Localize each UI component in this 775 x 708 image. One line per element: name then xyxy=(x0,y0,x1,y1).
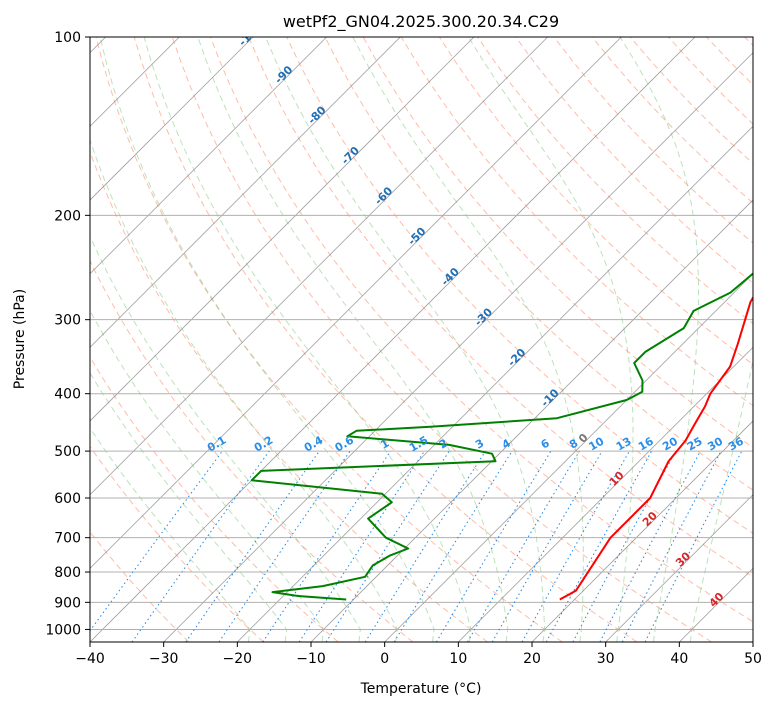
isotherm-line xyxy=(310,199,753,642)
dry-adiabat xyxy=(324,37,753,491)
axis-ticks: −40 −30 −20 −10 0 10 20 30 40 50 100 200 300 400 500 60… xyxy=(45,30,762,667)
isotherm-line xyxy=(90,37,475,422)
x-tick-label: 50 xyxy=(744,651,762,667)
dry-adiabat xyxy=(133,37,638,642)
profiles xyxy=(250,272,753,601)
y-tick-label: 500 xyxy=(54,444,81,460)
mixing-ratio-line xyxy=(393,450,513,642)
isotherm-line xyxy=(237,125,753,642)
y-tick-label: 600 xyxy=(54,491,81,507)
y-tick-label: 300 xyxy=(54,313,81,329)
y-tick-label: 900 xyxy=(54,595,81,611)
temperature-profile xyxy=(559,295,753,601)
mixing-ratio-line xyxy=(467,450,580,642)
isotherm-line xyxy=(90,37,622,569)
isotherm-label: -100 xyxy=(236,20,265,49)
line-labels: 0.10.20.40.611.52346810131620253036-100-… xyxy=(205,20,746,610)
x-tick-label: −30 xyxy=(149,651,179,667)
dry-adiabat xyxy=(286,37,753,534)
moist-adiabat xyxy=(265,37,546,642)
y-tick-label: 1000 xyxy=(45,622,81,638)
moist-adiabat xyxy=(619,37,699,642)
dry-adiabat xyxy=(210,37,753,623)
isotherm-line xyxy=(90,37,548,496)
dry-adiabat xyxy=(248,37,753,578)
y-tick-label: 800 xyxy=(54,565,81,581)
dewpoint-profile xyxy=(250,272,753,601)
isotherm-line xyxy=(90,37,696,642)
x-tick-label: −40 xyxy=(75,651,105,667)
y-tick-label: 400 xyxy=(54,387,81,403)
mixing-ratio-line xyxy=(364,450,486,642)
x-tick-label: 0 xyxy=(380,651,389,667)
mixing-ratio-line xyxy=(435,450,552,642)
dry-adiabat xyxy=(90,259,414,642)
x-tick-label: −10 xyxy=(296,651,326,667)
background-lines xyxy=(90,37,753,642)
dry-adiabat xyxy=(90,445,264,642)
moist-adiabat xyxy=(197,37,509,642)
moist-adiabat xyxy=(143,37,472,642)
y-tick-label: 200 xyxy=(54,208,81,224)
mixing-ratio-line xyxy=(218,450,351,642)
moist-adiabat xyxy=(90,427,251,642)
isotherm-line xyxy=(605,494,753,642)
isotherm-line xyxy=(163,52,753,642)
x-tick-label: 40 xyxy=(670,651,688,667)
chart-title: wetPf2_GN04.2025.300.20.34.C29 xyxy=(283,12,559,32)
x-tick-label: 20 xyxy=(523,651,541,667)
moist-adiabat xyxy=(467,37,634,642)
isotherm-line xyxy=(90,37,327,275)
x-tick-label: 10 xyxy=(449,651,467,667)
moist-adiabat xyxy=(99,37,435,642)
isotherm-line xyxy=(384,273,753,642)
x-axis-label: Temperature (°C) xyxy=(360,681,482,697)
isotherm-line xyxy=(90,37,254,201)
isotherm-line xyxy=(531,420,753,642)
x-tick-label: 30 xyxy=(597,651,615,667)
y-axis-label: Pressure (hPa) xyxy=(12,289,28,389)
dry-adiabat xyxy=(95,37,563,642)
moist-adiabat xyxy=(689,358,753,642)
moist-adiabat xyxy=(352,37,584,642)
mixing-ratio-line xyxy=(185,450,320,642)
y-tick-label: 100 xyxy=(54,30,81,46)
plot-frame xyxy=(89,36,754,643)
y-tick-label: 700 xyxy=(54,531,81,547)
moist-adiabat xyxy=(90,371,288,642)
mixing-ratio-line xyxy=(298,450,425,642)
dry-adiabat xyxy=(515,37,753,284)
dry-adiabat xyxy=(171,37,712,642)
x-tick-label: −20 xyxy=(223,651,253,667)
mixing-ratio-line xyxy=(262,450,392,642)
mixing-ratio-line xyxy=(325,450,450,642)
isotherm-line xyxy=(458,346,753,642)
moist-adiabat xyxy=(90,234,361,642)
mixing-ratio-line xyxy=(599,450,701,642)
isotherm-line xyxy=(90,37,401,348)
